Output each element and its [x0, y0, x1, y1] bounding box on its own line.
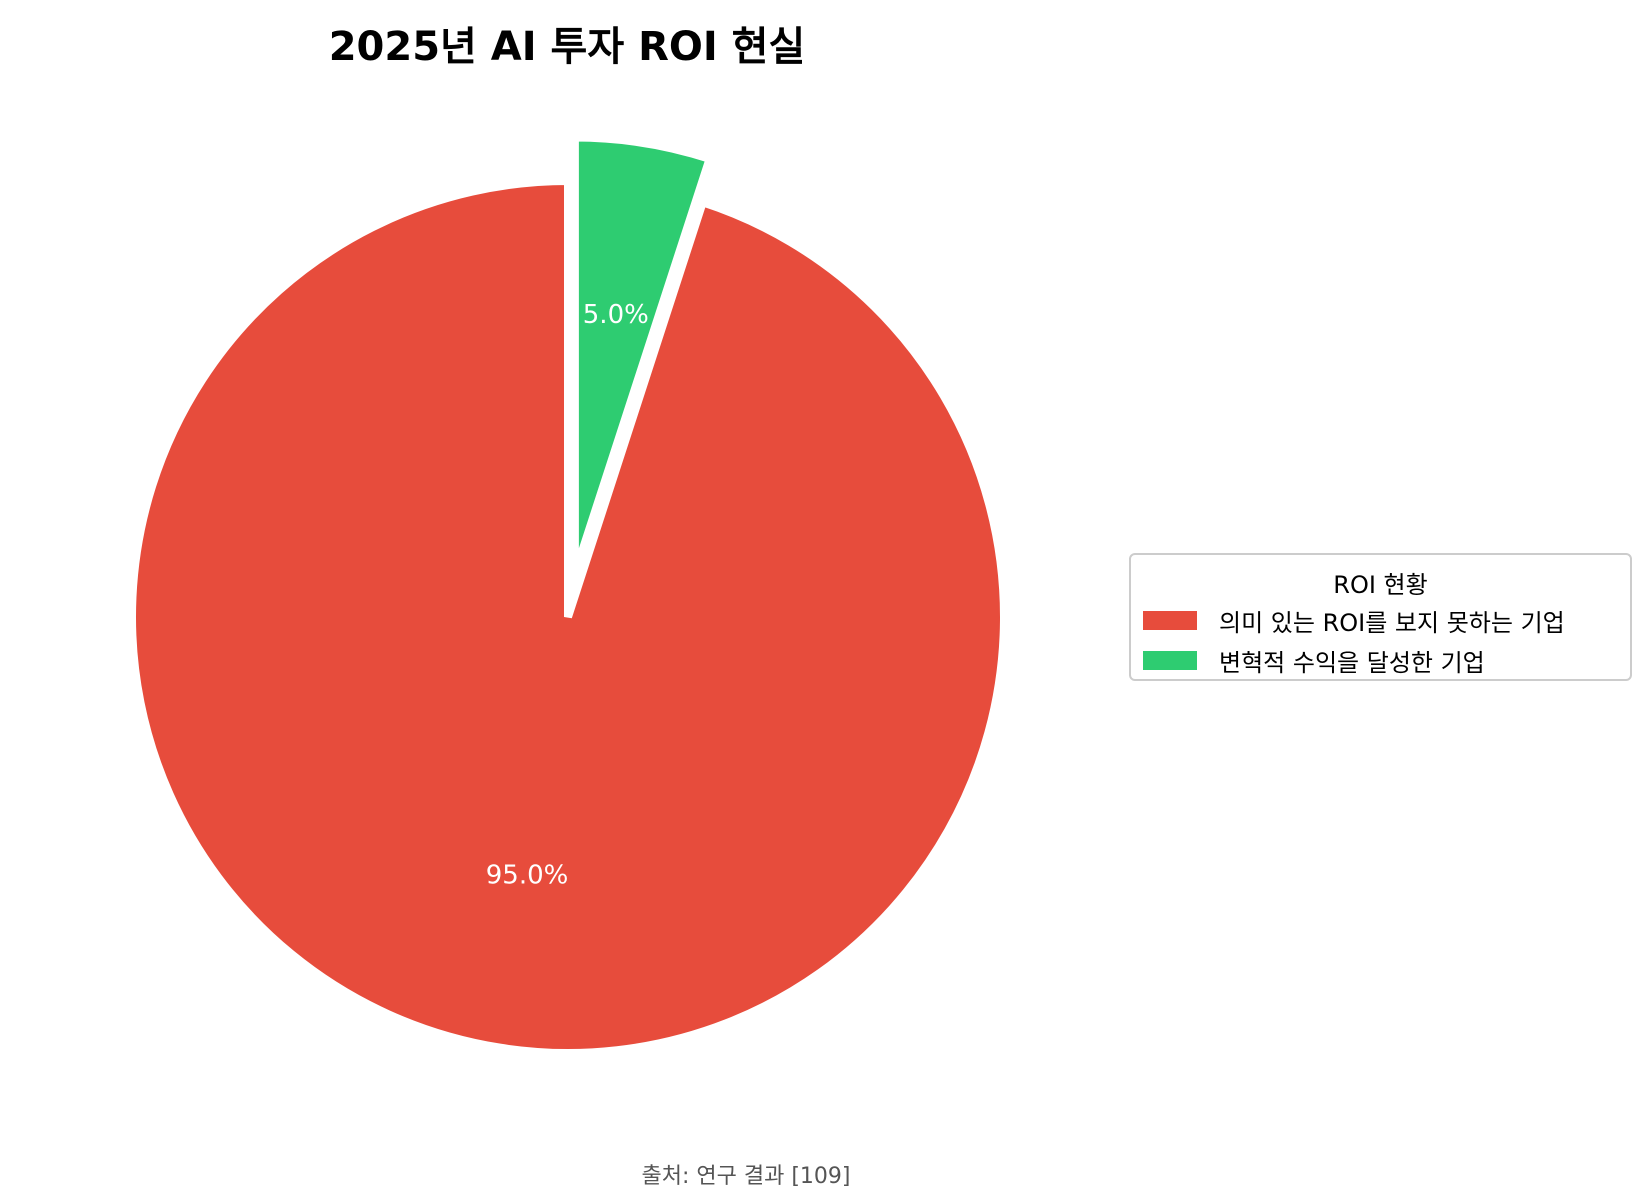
legend-label-transformative: 변혁적 수익을 달성한 기업	[1219, 648, 1485, 677]
legend: ROI 현황 의미 있는 ROI를 보지 못하는 기업 변혁적 수익을 달성한 …	[1129, 553, 1632, 681]
source-note: 출처: 연구 결과 [109]	[641, 1164, 851, 1189]
legend-label-no-roi: 의미 있는 ROI를 보지 못하는 기업	[1219, 608, 1565, 637]
legend-swatch-transformative	[1143, 650, 1197, 670]
legend-entry-transformative: 변혁적 수익을 달성한 기업	[1143, 645, 1485, 677]
legend-entry-no-roi: 의미 있는 ROI를 보지 못하는 기업	[1143, 605, 1565, 637]
pie-slice-label-no-roi: 95.0%	[486, 860, 569, 890]
chart-title: 2025년 AI 투자 ROI 현실	[328, 24, 806, 70]
pie-slice-no-roi	[128, 176, 1008, 1057]
legend-title: ROI 현황	[1333, 571, 1428, 599]
pie-slice-label-transformative: 5.0%	[583, 300, 649, 330]
legend-swatch-no-roi	[1143, 610, 1197, 630]
pie-slice-transformative	[570, 133, 715, 575]
